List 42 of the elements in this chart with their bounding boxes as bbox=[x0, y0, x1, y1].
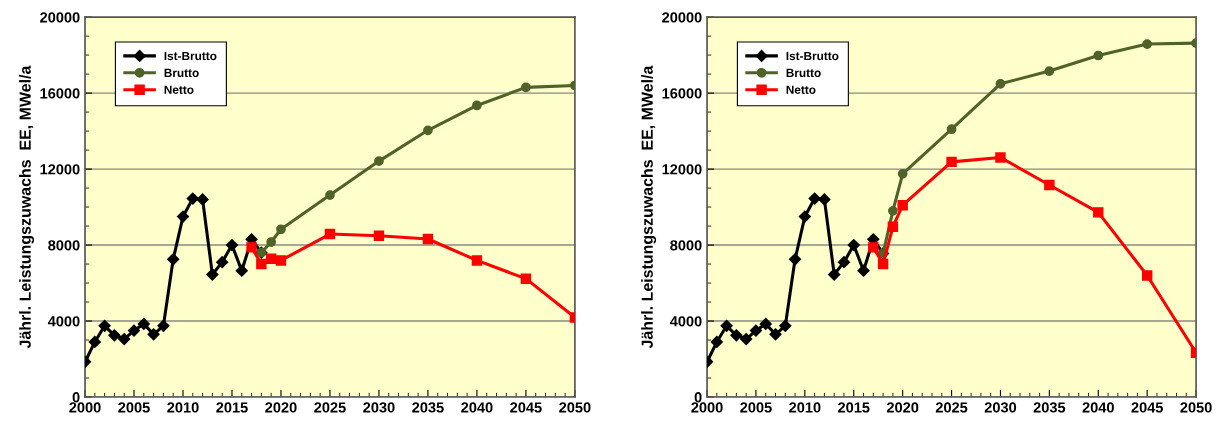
y-tick-label: 0 bbox=[694, 392, 702, 403]
legend-label: Brutto bbox=[786, 68, 821, 78]
x-tick-label: 2030 bbox=[984, 402, 1017, 413]
legend-label: Ist-Brutto bbox=[164, 51, 217, 61]
x-tick-label: 2045 bbox=[510, 402, 542, 413]
legend-label: Netto bbox=[164, 85, 194, 94]
legend-label: Brutto bbox=[164, 68, 199, 78]
y-axis-title: Jährl. Leistungszuwachs EE, MWel/a bbox=[19, 65, 35, 349]
x-tick-label: 2010 bbox=[167, 402, 199, 413]
x-tick-label: 2005 bbox=[118, 402, 150, 413]
legend-label: Ist-Brutto bbox=[786, 51, 839, 61]
x-tick-label: 2000 bbox=[691, 402, 723, 413]
x-tick-label: 2020 bbox=[886, 402, 919, 413]
y-tick-label: 0 bbox=[72, 392, 80, 403]
y-tick-label: 16000 bbox=[662, 88, 702, 99]
y-axis-title: Jährl. Leistungszuwachs EE, MWel/a bbox=[641, 65, 657, 349]
y-tick-label: 8000 bbox=[48, 240, 80, 251]
x-tick-label: 2005 bbox=[740, 402, 772, 413]
y-tick-label: 4000 bbox=[669, 316, 702, 327]
x-tick-label: 2035 bbox=[412, 402, 444, 413]
x-tick-label: 2050 bbox=[1180, 402, 1212, 413]
y-tick-label: 8000 bbox=[670, 240, 702, 251]
x-tick-label: 2020 bbox=[265, 402, 297, 413]
x-tick-label: 2035 bbox=[1033, 402, 1066, 413]
legend-label: Netto bbox=[786, 85, 816, 94]
x-tick-label: 2015 bbox=[216, 402, 248, 413]
y-tick-label: 16000 bbox=[40, 88, 80, 99]
x-tick-label: 2025 bbox=[935, 402, 968, 413]
x-tick-label: 2010 bbox=[789, 402, 821, 413]
x-tick-label: 2040 bbox=[461, 402, 493, 413]
x-tick-label: 2025 bbox=[314, 402, 346, 413]
x-tick-label: 2030 bbox=[363, 402, 395, 413]
y-tick-label: 12000 bbox=[662, 164, 702, 175]
x-tick-label: 2040 bbox=[1082, 402, 1114, 413]
x-tick-label: 2000 bbox=[69, 402, 101, 413]
x-tick-label: 2050 bbox=[559, 402, 591, 413]
y-tick-label: 20000 bbox=[662, 12, 702, 23]
y-tick-label: 4000 bbox=[47, 316, 80, 327]
y-tick-label: 20000 bbox=[40, 12, 80, 23]
x-tick-label: 2015 bbox=[838, 402, 870, 413]
y-tick-label: 12000 bbox=[40, 164, 80, 175]
x-tick-label: 2045 bbox=[1131, 402, 1163, 413]
